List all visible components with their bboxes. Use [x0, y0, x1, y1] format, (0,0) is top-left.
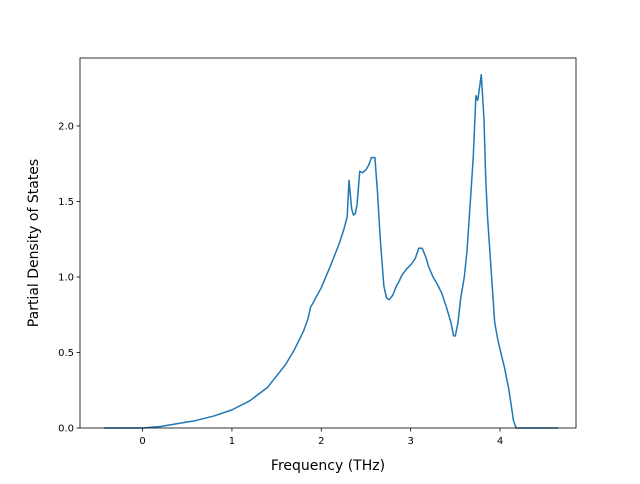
x-axis-ticks: 0 1 2 3 4 [139, 428, 503, 447]
x-tick-label: 3 [407, 436, 413, 447]
x-axis-label: Frequency (THz) [271, 458, 385, 474]
series-line [104, 73, 559, 429]
y-axis-label: Partial Density of States [26, 159, 42, 327]
y-tick-label: 2.0 [58, 121, 74, 132]
y-tick-label: 1.5 [58, 197, 74, 208]
x-tick-label: 4 [497, 436, 503, 447]
y-axis-ticks: 0.0 0.5 1.0 1.5 2.0 [58, 121, 80, 435]
y-tick-label: 0.5 [58, 348, 74, 359]
plot-area-frame [79, 57, 577, 429]
y-tick-label: 0.0 [58, 424, 74, 435]
x-tick-label: 0 [139, 436, 145, 447]
x-tick-label: 2 [318, 436, 324, 447]
x-tick-label: 1 [229, 436, 235, 447]
y-tick-label: 1.0 [58, 272, 74, 283]
